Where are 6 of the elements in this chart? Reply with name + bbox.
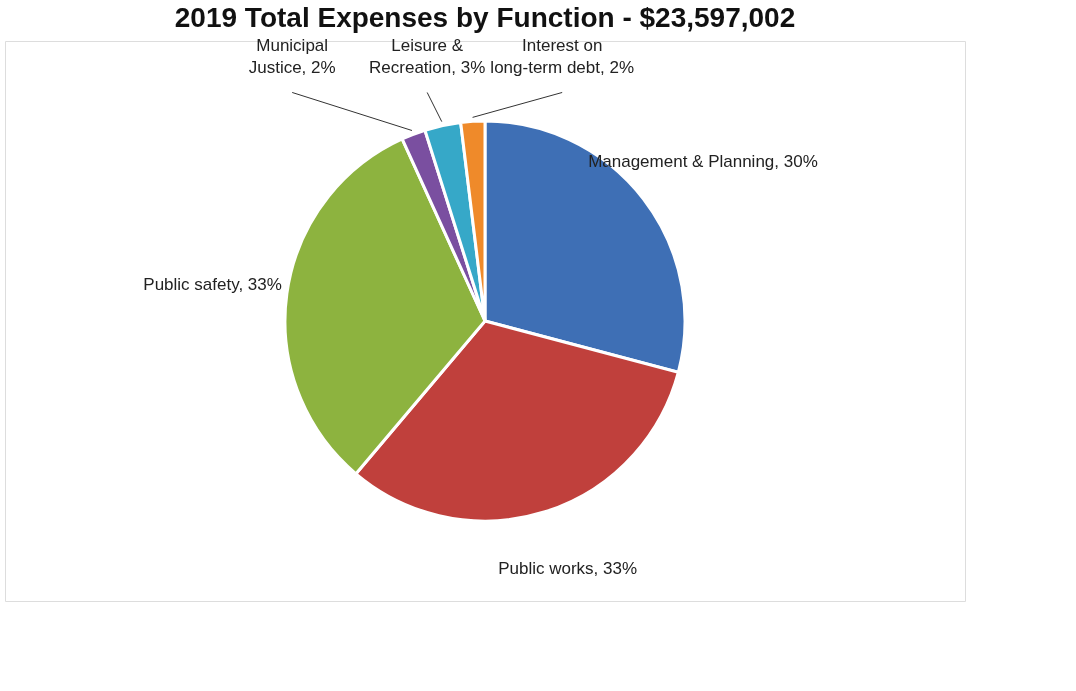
chart-title: 2019 Total Expenses by Function - $23,597,002 bbox=[174, 2, 796, 34]
slice-label: Public works, 33% bbox=[498, 559, 638, 578]
slice-label: Interest on long-term debt, 2% bbox=[490, 36, 634, 78]
slice-label: Leisure & Recreation, 3% bbox=[369, 36, 486, 78]
slice-label: Public safety, 33% bbox=[143, 275, 282, 295]
slice-label: Municipal Justice, 2% bbox=[248, 36, 336, 78]
